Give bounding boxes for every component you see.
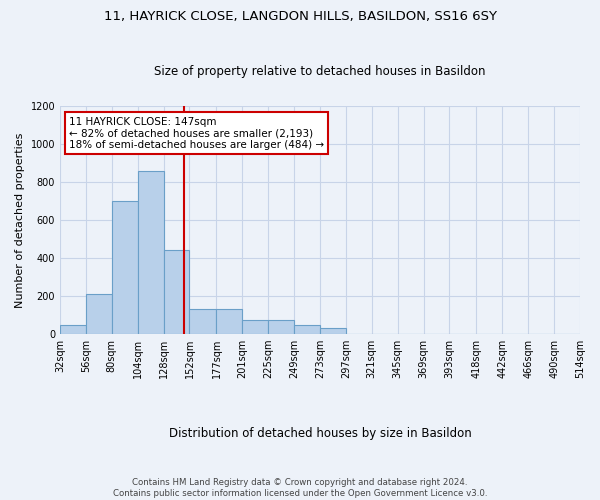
Bar <box>112 201 138 334</box>
Bar <box>60 324 86 334</box>
Text: 11 HAYRICK CLOSE: 147sqm
← 82% of detached houses are smaller (2,193)
18% of sem: 11 HAYRICK CLOSE: 147sqm ← 82% of detach… <box>68 116 324 150</box>
Bar <box>242 320 268 334</box>
Bar <box>190 310 217 334</box>
Bar <box>268 320 294 334</box>
Bar <box>138 170 164 334</box>
Bar <box>320 328 346 334</box>
Text: Contains HM Land Registry data © Crown copyright and database right 2024.
Contai: Contains HM Land Registry data © Crown c… <box>113 478 487 498</box>
Bar <box>86 294 112 334</box>
Text: 11, HAYRICK CLOSE, LANGDON HILLS, BASILDON, SS16 6SY: 11, HAYRICK CLOSE, LANGDON HILLS, BASILD… <box>104 10 497 23</box>
Bar <box>217 310 242 334</box>
Y-axis label: Number of detached properties: Number of detached properties <box>15 132 25 308</box>
X-axis label: Distribution of detached houses by size in Basildon: Distribution of detached houses by size … <box>169 427 472 440</box>
Bar <box>294 324 320 334</box>
Title: Size of property relative to detached houses in Basildon: Size of property relative to detached ho… <box>154 66 486 78</box>
Bar <box>164 250 190 334</box>
